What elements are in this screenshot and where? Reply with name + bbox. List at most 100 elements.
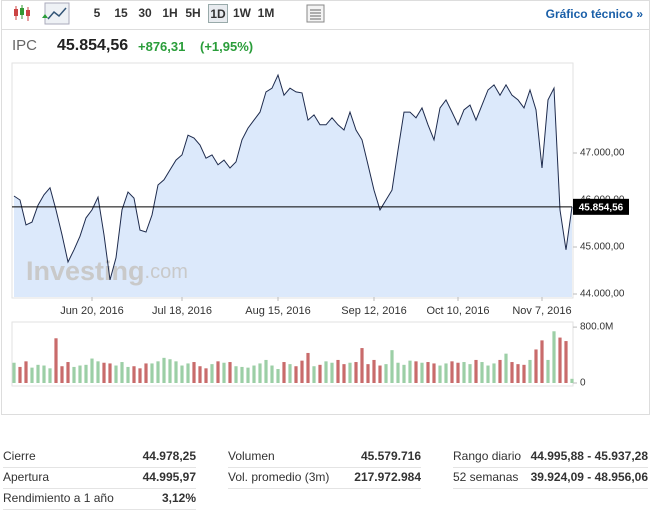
line-icon[interactable] bbox=[44, 2, 70, 25]
volume-bar bbox=[444, 363, 448, 383]
interval-button[interactable]: 1D bbox=[208, 4, 228, 23]
stat-label: Cierre bbox=[3, 449, 36, 463]
volume-bar bbox=[348, 362, 352, 383]
stat-divider bbox=[3, 467, 196, 468]
watermark: Investing.com bbox=[26, 256, 188, 286]
volume-bar bbox=[252, 365, 256, 383]
volume-bar bbox=[12, 362, 16, 383]
stat-label: Apertura bbox=[3, 470, 50, 484]
volume-bar bbox=[180, 365, 184, 383]
change-pct: (+1,95%) bbox=[200, 39, 254, 54]
y-tick-label: 800.0M bbox=[580, 322, 613, 333]
interval-button[interactable]: 1M bbox=[257, 6, 275, 20]
volume-bar bbox=[162, 357, 166, 383]
stat-value: 3,12% bbox=[161, 491, 196, 505]
volume-bar bbox=[234, 366, 238, 383]
interval-button[interactable]: 1H bbox=[162, 6, 178, 20]
volume-bar bbox=[456, 362, 460, 383]
volume-bar bbox=[48, 368, 52, 383]
volume-bar bbox=[24, 361, 28, 383]
stat-value: 217.972.984 bbox=[354, 470, 421, 484]
volume-bar bbox=[474, 359, 478, 383]
stat-divider bbox=[453, 488, 648, 489]
volume-bar bbox=[36, 364, 40, 383]
volume-bar bbox=[90, 358, 94, 383]
toolbar-divider bbox=[2, 29, 649, 30]
stat-label: 52 semanas bbox=[453, 470, 519, 484]
interval-button[interactable]: 5 bbox=[93, 6, 101, 20]
volume-bar bbox=[324, 361, 328, 383]
volume-bar bbox=[258, 363, 262, 383]
volume-bar bbox=[306, 352, 310, 383]
x-tick-label: Jul 18, 2016 bbox=[152, 305, 212, 317]
technical-chart-link[interactable]: Gráfico técnico » bbox=[545, 7, 643, 21]
interval-button[interactable]: 15 bbox=[114, 6, 128, 20]
interval-button[interactable]: 1W bbox=[233, 6, 251, 20]
y-tick-label: 0 bbox=[580, 378, 586, 389]
volume-bar bbox=[78, 365, 82, 383]
up-arrow bbox=[42, 14, 48, 18]
stat-divider bbox=[3, 509, 196, 510]
volume-bar bbox=[528, 359, 532, 383]
volume-bar bbox=[156, 361, 160, 383]
stat-divider bbox=[228, 488, 421, 489]
chart: Investing.com44.000,0045.000,0046.000,00… bbox=[11, 2, 629, 389]
volume-bar bbox=[480, 362, 484, 383]
volume-bar bbox=[132, 366, 136, 383]
area-fill bbox=[14, 75, 572, 297]
stat-label: Rendimiento a 1 año bbox=[3, 491, 114, 505]
volume-bar bbox=[390, 350, 394, 383]
volume-bar bbox=[486, 365, 490, 383]
volume-bar bbox=[144, 363, 148, 383]
volume-bar bbox=[54, 338, 58, 383]
plot-frame bbox=[11, 62, 574, 299]
volume-bar bbox=[66, 362, 70, 383]
volume-bar bbox=[414, 361, 418, 383]
volume-bar bbox=[552, 331, 556, 383]
volume-bar bbox=[198, 366, 202, 383]
volume-bar bbox=[120, 362, 124, 383]
volume-bar bbox=[318, 364, 322, 383]
volume-bar bbox=[570, 378, 574, 383]
x-tick-label: Jun 20, 2016 bbox=[60, 305, 124, 317]
volume-bar bbox=[168, 359, 172, 383]
volume-bar bbox=[342, 364, 346, 383]
symbol: IPC bbox=[12, 37, 38, 54]
stat-divider bbox=[3, 488, 196, 489]
stat-label: Rango diario bbox=[453, 449, 522, 463]
table-icon[interactable] bbox=[306, 4, 325, 23]
volume-bar bbox=[72, 366, 76, 383]
volume-bar bbox=[228, 362, 232, 383]
volume-bar bbox=[336, 359, 340, 383]
interval-button[interactable]: 5H bbox=[185, 6, 201, 20]
volume-bar bbox=[534, 349, 538, 383]
volume-bar bbox=[330, 362, 334, 383]
volume-bar bbox=[222, 362, 226, 383]
volume-bar bbox=[498, 359, 502, 383]
volume-bar bbox=[138, 368, 142, 383]
candle-icon[interactable] bbox=[14, 5, 30, 21]
y-tick-label: 47.000,00 bbox=[580, 148, 625, 159]
interval-button[interactable]: 30 bbox=[138, 6, 152, 20]
volume-bar bbox=[492, 363, 496, 383]
volume-bar bbox=[450, 361, 454, 383]
volume-bar bbox=[192, 362, 196, 383]
volume-bar bbox=[30, 367, 34, 383]
x-tick-label: Aug 15, 2016 bbox=[245, 305, 310, 317]
volume-bar bbox=[564, 341, 568, 383]
x-tick-label: Oct 10, 2016 bbox=[427, 305, 490, 317]
stat-label: Vol. promedio (3m) bbox=[228, 470, 330, 484]
volume-bar bbox=[186, 363, 190, 383]
volume-bar bbox=[378, 365, 382, 383]
volume-bar bbox=[126, 366, 130, 383]
volume-bar bbox=[60, 366, 64, 383]
volume-bar bbox=[204, 368, 208, 383]
volume-bar bbox=[558, 337, 562, 383]
volume-bar bbox=[504, 353, 508, 383]
volume-bar bbox=[420, 362, 424, 383]
volume-bar bbox=[150, 363, 154, 383]
volume-bar bbox=[384, 364, 388, 383]
volume-bar bbox=[114, 365, 118, 383]
volume-bar bbox=[270, 365, 274, 383]
